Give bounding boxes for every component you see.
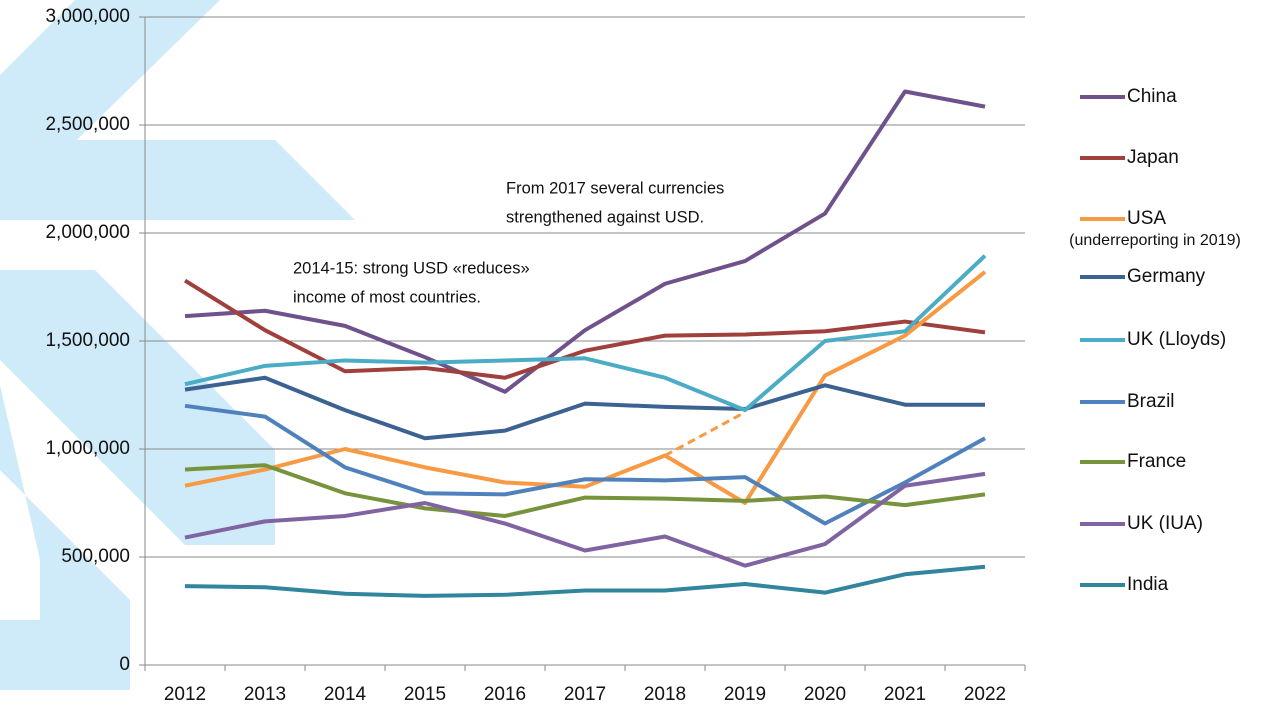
x-tick-label: 2022 (964, 684, 1006, 705)
x-tick-label: 2019 (724, 684, 766, 705)
y-tick-label: 500,000 (61, 546, 130, 567)
legend-label: Germany (1127, 266, 1206, 287)
x-tick-label: 2012 (164, 684, 206, 705)
y-tick-label: 2,000,000 (45, 222, 130, 243)
series-line (184, 463, 986, 518)
legend-label: India (1127, 574, 1169, 595)
legend-label: USA (1127, 208, 1166, 229)
x-tick-label: 2018 (644, 684, 686, 705)
legend-note: (underreporting in 2019) (1069, 232, 1241, 249)
y-tick-label: 1,000,000 (45, 438, 130, 459)
legend-label: China (1127, 86, 1177, 107)
series-line (184, 254, 987, 413)
y-tick-label: 1,500,000 (45, 330, 130, 351)
series-line (184, 375, 985, 441)
x-tick-label: 2013 (244, 684, 286, 705)
series-line (184, 89, 986, 394)
series-line (184, 270, 987, 505)
background-decoration (0, 0, 355, 690)
x-tick-label: 2014 (324, 684, 367, 705)
x-tick-label: 2016 (484, 684, 526, 705)
y-tick-label: 2,500,000 (45, 114, 130, 135)
y-tick-label: 3,000,000 (45, 6, 130, 27)
legend-label: Japan (1127, 147, 1179, 168)
series-line (184, 471, 986, 568)
series-dashed-line (664, 410, 746, 457)
y-tick-label: 0 (119, 654, 130, 675)
annotation: income of most countries. (293, 288, 481, 306)
series-line (183, 278, 986, 380)
x-tick-label: 2021 (884, 684, 926, 705)
x-tick-label: 2020 (804, 684, 846, 705)
legend-label: Brazil (1127, 391, 1175, 412)
legend-label: UK (IUA) (1127, 513, 1203, 534)
annotation: From 2017 several currencies (506, 179, 724, 197)
x-tick-label: 2015 (404, 684, 446, 705)
annotation: 2014-15: strong USD «reduces» (293, 259, 530, 277)
legend-label: France (1127, 451, 1186, 472)
series-line (184, 403, 986, 526)
series-line (184, 564, 986, 598)
annotation: strengthened against USD. (506, 208, 704, 226)
legend-label: UK (Lloyds) (1127, 329, 1226, 350)
x-tick-label: 2017 (564, 684, 606, 705)
